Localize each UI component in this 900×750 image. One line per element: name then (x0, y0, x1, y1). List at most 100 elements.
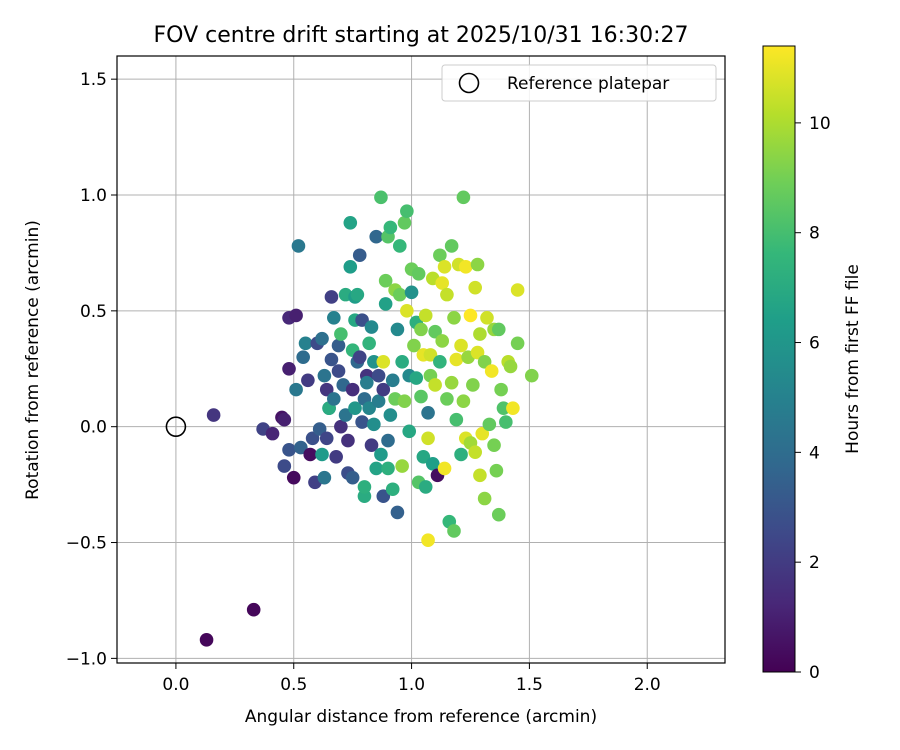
data-point (433, 355, 447, 369)
data-point (449, 412, 464, 427)
data-point (385, 482, 400, 497)
data-point (395, 459, 409, 473)
data-point (341, 433, 355, 448)
y-tick-label: −0.5 (66, 534, 107, 554)
data-point (440, 392, 454, 406)
legend-box (441, 64, 717, 102)
data-point (369, 229, 384, 244)
data-point (327, 392, 341, 406)
data-point (383, 220, 398, 235)
data-point (317, 470, 332, 485)
data-point (301, 373, 315, 388)
data-point (352, 248, 367, 263)
data-point (378, 273, 393, 288)
legend-entry-label: Reference platepar (507, 74, 669, 94)
data-point (305, 431, 320, 446)
data-point (503, 359, 518, 374)
data-point (421, 533, 435, 548)
data-point (286, 470, 301, 485)
y-tick-label: 1.0 (80, 186, 107, 206)
data-point (480, 310, 494, 325)
colorbar-tick-label: 0 (809, 663, 820, 683)
x-tick-label: 2.0 (634, 675, 661, 695)
data-point (374, 190, 388, 205)
colorbar-gradient (762, 45, 796, 673)
data-point (383, 408, 398, 422)
data-point (315, 331, 329, 346)
data-point (425, 456, 440, 471)
y-tick-label: 0.5 (80, 302, 107, 322)
data-point (334, 419, 348, 434)
data-point (277, 459, 292, 473)
data-point (491, 322, 506, 337)
data-point (367, 355, 381, 369)
data-point (447, 524, 461, 538)
data-point (437, 260, 452, 274)
data-point (409, 371, 424, 385)
data-point (199, 633, 214, 647)
data-point (416, 450, 431, 464)
data-point (371, 394, 386, 409)
colorbar-tick-label: 10 (809, 114, 831, 134)
data-point (482, 417, 497, 432)
colorbar-tick-label: 4 (809, 443, 820, 463)
data-points (165, 190, 539, 647)
data-point (282, 443, 296, 457)
data-point (423, 348, 438, 362)
data-point (411, 266, 426, 281)
data-point (477, 355, 492, 369)
data-point (499, 415, 513, 429)
data-point (355, 415, 369, 429)
data-point (510, 283, 525, 297)
data-point (454, 338, 468, 353)
data-point (494, 382, 508, 397)
data-point (397, 394, 412, 409)
data-point (470, 257, 485, 272)
data-point (364, 320, 379, 334)
data-point (367, 417, 381, 432)
data-point (402, 424, 417, 439)
data-point (303, 447, 318, 462)
data-point (319, 382, 334, 397)
data-point (491, 507, 506, 522)
data-point (246, 602, 261, 617)
data-point (385, 373, 400, 388)
data-point (400, 204, 414, 219)
data-point (319, 431, 334, 446)
data-point (334, 327, 348, 341)
x-tick-label: 1.5 (516, 675, 543, 695)
y-tick-label: 1.5 (80, 70, 107, 90)
data-point (294, 440, 308, 455)
data-point (400, 304, 414, 318)
data-point (468, 445, 483, 459)
data-point (329, 450, 343, 464)
data-point (324, 352, 339, 367)
data-point (282, 361, 296, 376)
data-point (359, 375, 374, 390)
x-tick-label: 0.0 (162, 675, 189, 695)
data-point (435, 334, 450, 348)
data-point (289, 308, 303, 323)
data-point (392, 239, 407, 253)
data-point (421, 405, 435, 420)
data-point (343, 260, 358, 274)
data-point (317, 368, 332, 383)
data-point (468, 280, 483, 295)
data-point (345, 382, 360, 397)
data-point (296, 350, 310, 364)
y-axis-label: Rotation from reference (arcmin) (23, 220, 43, 500)
data-point (421, 431, 435, 446)
data-point (364, 438, 379, 453)
data-point (298, 336, 313, 351)
data-point (407, 338, 421, 353)
data-point (348, 401, 362, 415)
y-axis-ticks: −1.0 −0.5 0.0 0.5 1.0 1.5 (66, 70, 117, 669)
data-point (437, 461, 452, 476)
data-point (447, 310, 461, 325)
data-point (418, 308, 433, 323)
data-point (428, 324, 442, 339)
data-point (404, 285, 419, 300)
data-point (376, 382, 391, 397)
data-point (331, 338, 346, 353)
